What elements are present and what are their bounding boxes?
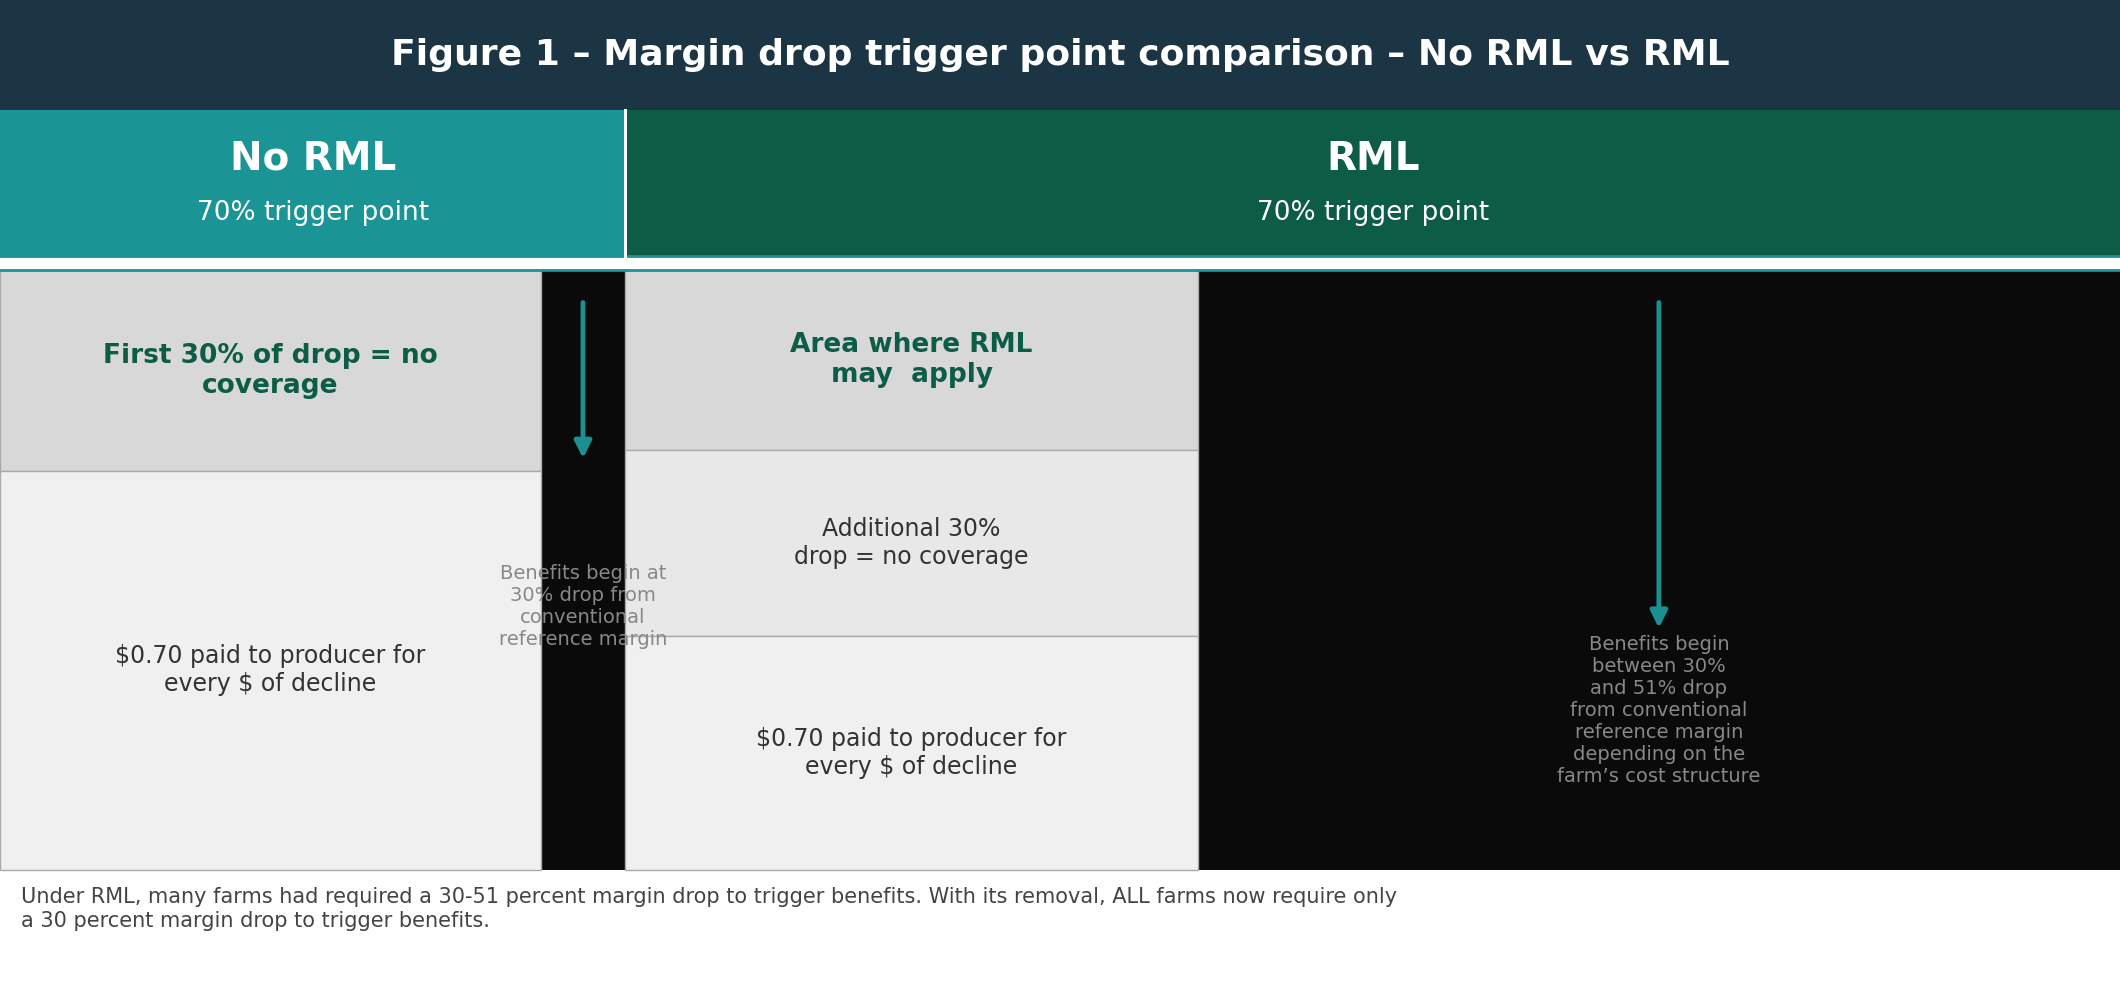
Text: $0.70 paid to producer for
every $ of decline: $0.70 paid to producer for every $ of de… xyxy=(114,645,426,696)
Bar xyxy=(0,471,541,870)
Bar xyxy=(0,110,2120,256)
Bar xyxy=(625,270,1198,450)
Text: First 30% of drop = no
coverage: First 30% of drop = no coverage xyxy=(104,342,437,398)
Text: Additional 30%
drop = no coverage: Additional 30% drop = no coverage xyxy=(795,517,1028,569)
Bar xyxy=(0,270,541,471)
Text: $0.70 paid to producer for
every $ of decline: $0.70 paid to producer for every $ of de… xyxy=(757,727,1066,779)
Text: Benefits begin at
30% drop from
conventional
reference margin: Benefits begin at 30% drop from conventi… xyxy=(498,564,668,649)
Text: Figure 1 – Margin drop trigger point comparison – No RML vs RML: Figure 1 – Margin drop trigger point com… xyxy=(390,38,1730,72)
Text: Under RML, many farms had required a 30-51 percent margin drop to trigger benefi: Under RML, many farms had required a 30-… xyxy=(21,887,1397,931)
Text: Area where RML
may  apply: Area where RML may apply xyxy=(791,332,1032,388)
Text: 70% trigger point: 70% trigger point xyxy=(197,200,428,226)
Bar xyxy=(0,110,625,256)
Text: Benefits begin
between 30%
and 51% drop
from conventional
reference margin
depen: Benefits begin between 30% and 51% drop … xyxy=(1558,635,1760,787)
Bar xyxy=(625,110,2120,256)
Text: RML: RML xyxy=(1325,140,1420,177)
Text: 70% trigger point: 70% trigger point xyxy=(1257,200,1488,226)
Text: No RML: No RML xyxy=(229,140,396,177)
Bar xyxy=(625,450,1198,636)
Bar xyxy=(0,870,2120,986)
Bar xyxy=(0,256,2120,270)
Bar xyxy=(625,636,1198,870)
Bar xyxy=(0,0,2120,110)
Bar xyxy=(0,270,2120,870)
